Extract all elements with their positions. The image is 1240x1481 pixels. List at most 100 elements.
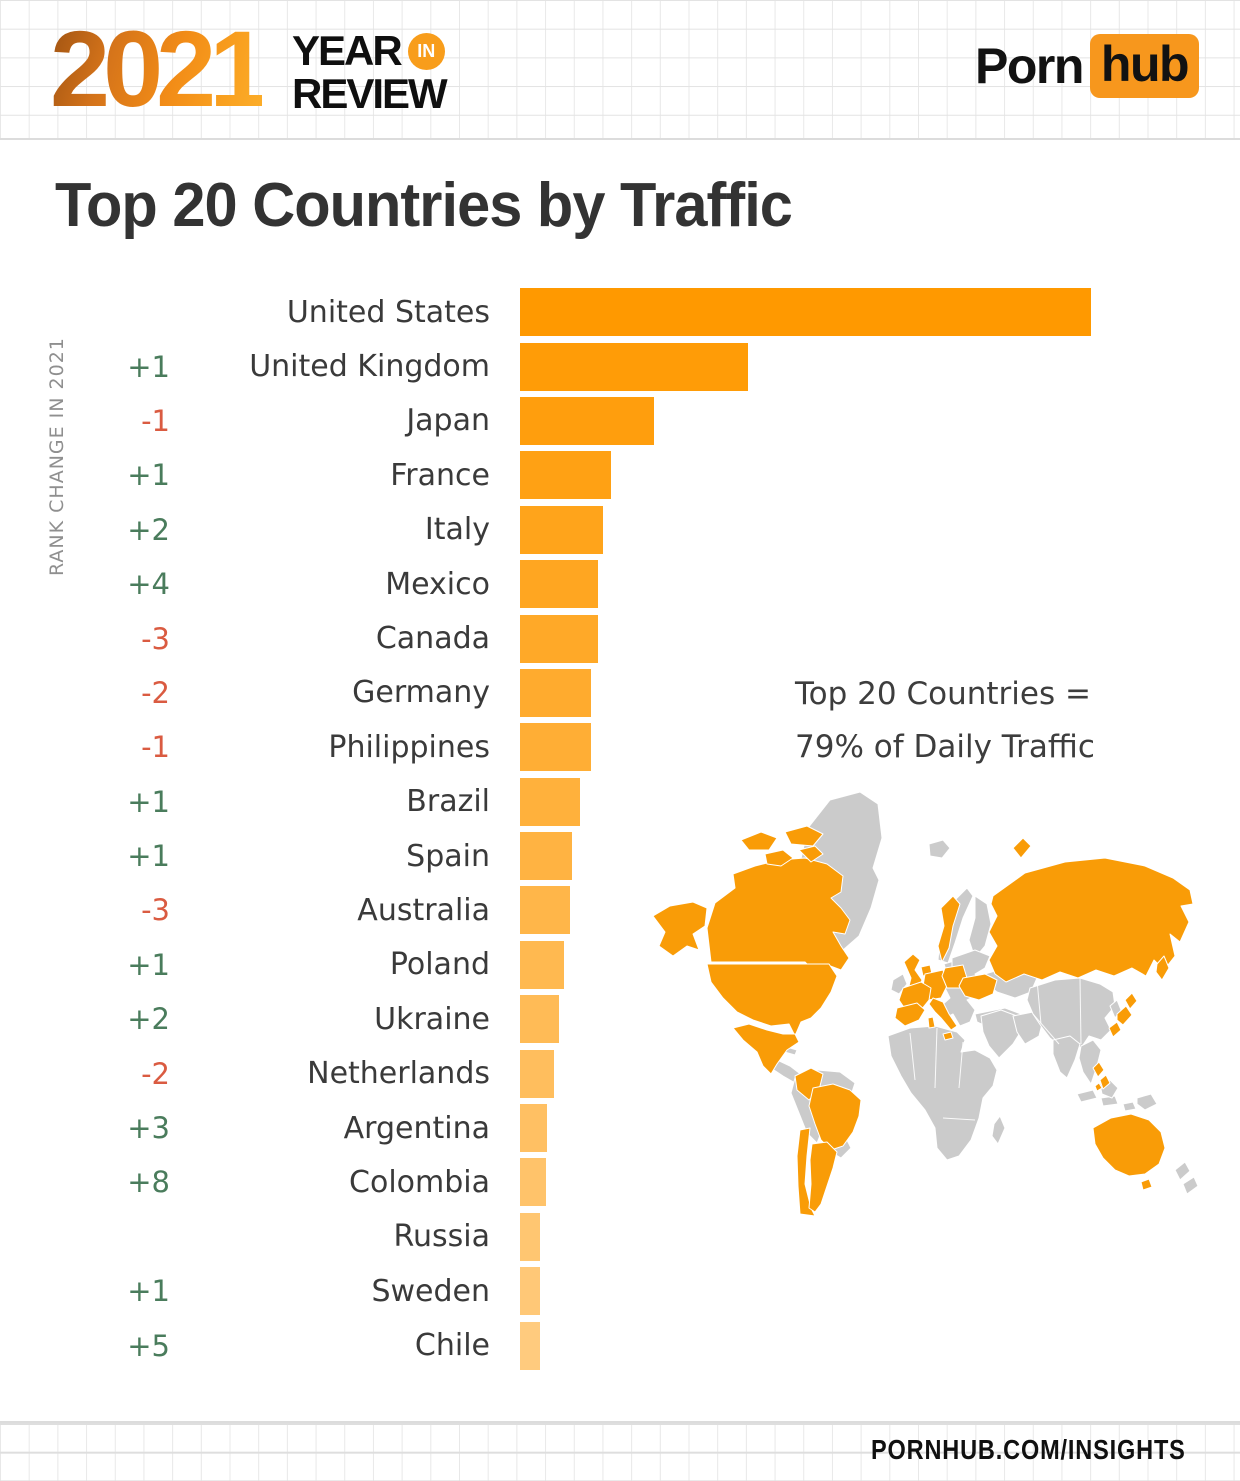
brand-hub-box: hub [1089, 34, 1200, 98]
rank-change: +4 [127, 567, 170, 602]
rank-change: -1 [141, 730, 170, 765]
country-label: Mexico [385, 566, 490, 602]
chart-row: -1 Japan [0, 394, 1240, 448]
traffic-bar [520, 560, 599, 609]
rank-change: +1 [127, 839, 170, 874]
rank-change: -3 [141, 893, 170, 928]
map-japan-main [1116, 1005, 1133, 1026]
map-argentina [808, 1141, 838, 1213]
map-iceland [928, 839, 951, 859]
map-sicily [942, 1031, 954, 1041]
traffic-bar [520, 940, 564, 989]
chart-row: +1 Poland [0, 938, 1240, 992]
traffic-bar [520, 396, 655, 445]
country-label: France [390, 457, 490, 493]
map-canada-island-1 [740, 831, 778, 851]
chart-row: Russia [0, 1210, 1240, 1264]
map-sardinia [927, 1016, 936, 1029]
bar-chart: United States +1 United Kingdom -1 Japan +… [0, 285, 1240, 1373]
map-indochina [1078, 1039, 1102, 1085]
country-label: Brazil [406, 784, 490, 820]
map-mexico [732, 1023, 800, 1075]
country-label: Poland [389, 947, 490, 983]
map-alaska [652, 901, 708, 957]
map-india [1052, 1035, 1081, 1079]
country-label: Canada [375, 621, 490, 657]
map-france [898, 981, 932, 1013]
traffic-share-callout: Top 20 Countries = 79% of Daily Traffic [795, 668, 1095, 774]
rank-change: -3 [141, 621, 170, 656]
map-border-lines [909, 977, 1082, 1121]
chart-row: +2 Italy [0, 503, 1240, 557]
map-indonesia-1 [1076, 1089, 1098, 1103]
map-arabia [980, 1009, 1024, 1059]
country-label: Chile [414, 1328, 490, 1364]
map-spain [894, 1002, 926, 1027]
map-madagascar [991, 1115, 1006, 1145]
chart-row: -1 Philippines [0, 720, 1240, 774]
traffic-bar [520, 1212, 540, 1261]
chart-row: +4 Mexico [0, 557, 1240, 611]
chart-row: +2 Ukraine [0, 992, 1240, 1046]
chart-row: -2 Netherlands [0, 1046, 1240, 1100]
rank-change: -2 [141, 1056, 170, 1091]
chart-row: +5 Chile [0, 1318, 1240, 1372]
traffic-bar [520, 832, 572, 881]
traffic-bar [520, 288, 1091, 337]
chart-row: +3 Argentina [0, 1101, 1240, 1155]
country-label: Philippines [328, 729, 490, 765]
rank-change: +1 [127, 784, 170, 819]
map-africa [887, 1025, 998, 1161]
map-new-zealand-north [1174, 1161, 1191, 1181]
traffic-bar [520, 1267, 540, 1316]
map-new-zealand-south [1182, 1176, 1199, 1195]
map-japan-north [1124, 992, 1138, 1010]
world-map [652, 791, 1199, 1216]
country-label: Australia [357, 892, 490, 928]
map-ukraine [958, 973, 998, 1001]
traffic-bar [520, 451, 612, 500]
traffic-bar [520, 723, 591, 772]
map-china [1026, 977, 1116, 1049]
traffic-bar [520, 995, 559, 1044]
map-japan-south [1108, 1021, 1122, 1038]
chart-row: +8 Colombia [0, 1155, 1240, 1209]
chart-row: +1 United Kingdom [0, 339, 1240, 393]
chart-row: -3 Canada [0, 611, 1240, 665]
country-label: Japan [406, 403, 490, 439]
map-sakhalin [1155, 955, 1170, 981]
rank-change: +2 [127, 1002, 170, 1037]
map-sweden [937, 895, 961, 963]
map-philippines-2 [1099, 1074, 1111, 1090]
map-philippines-1 [1092, 1061, 1105, 1078]
map-canada [706, 857, 851, 971]
traffic-bar [520, 1104, 547, 1153]
year-label: YEAR [292, 27, 403, 74]
chart-row: +1 Sweden [0, 1264, 1240, 1318]
country-label: Spain [406, 838, 490, 874]
rank-change: +2 [127, 512, 170, 547]
traffic-bar [520, 777, 580, 826]
map-tasmania [1140, 1178, 1153, 1191]
chart-row: -3 Australia [0, 883, 1240, 937]
callout-line2: 79% of Daily Traffic [795, 729, 1095, 765]
map-brazil [808, 1083, 862, 1151]
map-canada-island-3 [764, 849, 794, 867]
rank-change: +8 [127, 1165, 170, 1200]
chart-row: +1 France [0, 448, 1240, 502]
traffic-bar [520, 342, 749, 391]
map-italy [928, 997, 958, 1031]
country-label: United States [286, 294, 490, 330]
map-canada-island-2 [784, 825, 824, 847]
rank-change: +1 [127, 458, 170, 493]
country-label: Colombia [349, 1164, 490, 1200]
in-circle-icon: IN [407, 32, 445, 70]
traffic-bar [520, 886, 571, 935]
year-in-review-logo: YEAR IN REVIEW [292, 27, 448, 116]
chart-row: United States [0, 285, 1240, 339]
footer-url: PORNHUB.COM/INSIGHTS [871, 1434, 1186, 1465]
country-label: Argentina [343, 1110, 490, 1146]
callout-line1: Top 20 Countries = [795, 676, 1091, 712]
chart-row: -2 Germany [0, 666, 1240, 720]
map-novaya-zemlya [1012, 837, 1032, 859]
